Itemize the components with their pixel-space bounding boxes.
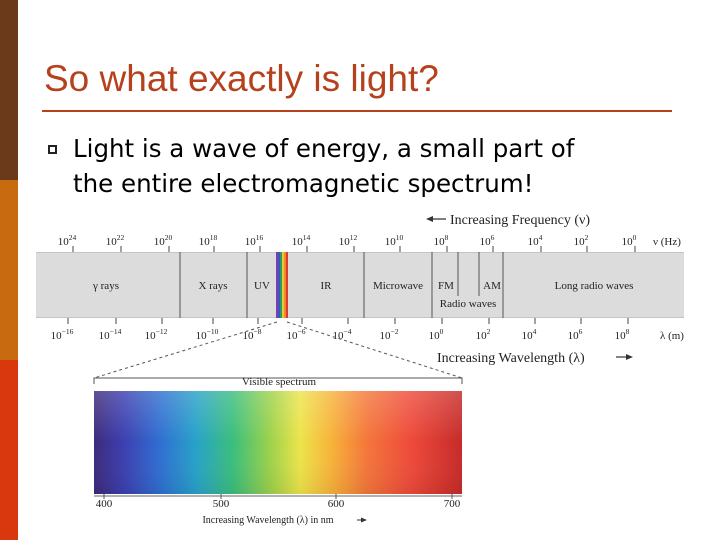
side-bar-top bbox=[0, 0, 18, 180]
wave-tick-label: 10−10 bbox=[196, 327, 219, 342]
wave-tick-label: 102 bbox=[476, 327, 491, 342]
region-gamma-rays: γ rays bbox=[92, 280, 119, 292]
region-radio-waves: Radio waves bbox=[440, 298, 497, 310]
zoom-lines bbox=[93, 321, 463, 379]
wave-tick-labels: 10−16 10−14 10−12 10−10 10−8 10−6 10−4 10−2 100 1… bbox=[51, 318, 630, 342]
side-bar-bottom bbox=[0, 360, 18, 540]
freq-tick-label: 1012 bbox=[339, 233, 358, 248]
spectrum-band bbox=[36, 252, 684, 318]
freq-title: Increasing Frequency (ν) bbox=[450, 213, 590, 228]
region-long-radio-waves: Long radio waves bbox=[555, 280, 634, 292]
wave-tick-label: 10−4 bbox=[333, 327, 352, 342]
side-bar-middle bbox=[0, 180, 18, 360]
wave-title: Increasing Wavelength (λ) bbox=[437, 351, 585, 366]
visible-axis-arrow-head-icon bbox=[361, 517, 367, 523]
wave-tick-label: 10−6 bbox=[287, 327, 306, 342]
bullet-text-line-2: the entire electromagnetic spectrum! bbox=[73, 169, 534, 198]
wave-tick-label: 104 bbox=[522, 327, 537, 342]
freq-tick-label: 1022 bbox=[106, 233, 125, 248]
title-underline bbox=[42, 110, 672, 112]
wave-unit-label: λ (m) bbox=[660, 330, 684, 342]
wave-tick-label: 10−2 bbox=[380, 327, 399, 342]
freq-tick-label: 100 bbox=[622, 233, 637, 248]
region-microwave: Microwave bbox=[373, 280, 423, 292]
freq-tick-label: 104 bbox=[528, 233, 543, 248]
freq-tick-label: 1020 bbox=[154, 233, 173, 248]
freq-arrow-head-icon bbox=[426, 216, 433, 222]
region-fm: FM bbox=[438, 280, 454, 292]
freq-tick-label: 106 bbox=[480, 233, 495, 248]
bullet-square-icon bbox=[48, 145, 57, 154]
wave-tick-label: 108 bbox=[615, 327, 630, 342]
region-x-rays: X rays bbox=[198, 280, 227, 292]
visible-tick-700: 700 bbox=[444, 498, 461, 510]
region-uv: UV bbox=[254, 280, 270, 292]
wave-tick-label: 10−16 bbox=[51, 327, 74, 342]
freq-tick-label: 1024 bbox=[58, 233, 77, 248]
freq-tick-label: 108 bbox=[434, 233, 449, 248]
region-ir: IR bbox=[321, 280, 333, 292]
wave-tick-label: 10−14 bbox=[99, 327, 122, 342]
visible-tick-500: 500 bbox=[213, 498, 230, 510]
visible-bracket bbox=[93, 377, 463, 384]
visible-tick-600: 600 bbox=[328, 498, 345, 510]
visible-band-strip bbox=[276, 252, 288, 318]
wave-tick-label: 100 bbox=[429, 327, 444, 342]
bullet-text-line-1: Light is a wave of energy, a small part … bbox=[73, 134, 575, 163]
freq-unit-label: ν (Hz) bbox=[653, 236, 681, 248]
wave-arrow-head-icon bbox=[626, 354, 633, 360]
freq-tick-labels: 1024 1022 1020 1018 1016 1014 1012 1010 108 106 10… bbox=[58, 233, 637, 252]
region-dividers bbox=[179, 252, 504, 318]
wave-tick-label: 10−12 bbox=[145, 327, 168, 342]
freq-tick-label: 1016 bbox=[245, 233, 264, 248]
freq-tick-label: 1018 bbox=[199, 233, 218, 248]
freq-tick-label: 1014 bbox=[292, 233, 311, 248]
visible-axis-label: Increasing Wavelength (λ) in nm bbox=[202, 515, 333, 526]
region-am: AM bbox=[483, 280, 501, 292]
visible-tick-400: 400 bbox=[96, 498, 113, 510]
freq-tick-label: 102 bbox=[574, 233, 589, 248]
wave-tick-label: 106 bbox=[568, 327, 583, 342]
visible-axis-ticks bbox=[103, 494, 453, 499]
slide-title: So what exactly is light? bbox=[44, 58, 439, 99]
freq-tick-label: 1010 bbox=[385, 233, 404, 248]
visible-title: Visible spectrum bbox=[242, 376, 317, 388]
